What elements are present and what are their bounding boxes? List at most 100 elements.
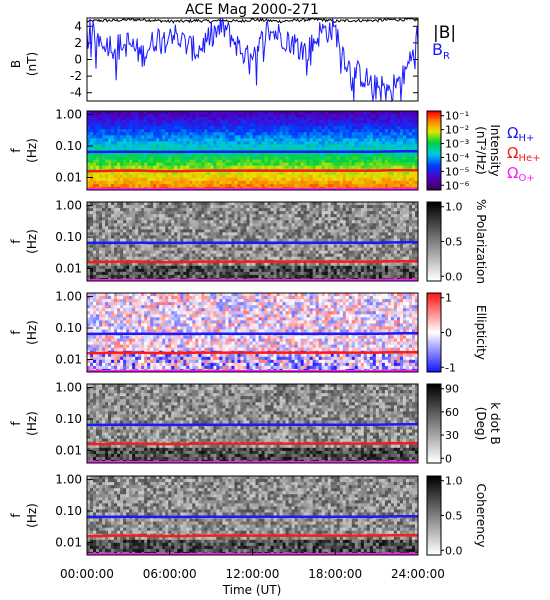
coherency-panel: 1.00 0.10 0.01 f (Hz) 1.0 0.5 0.0 Coherency — [9, 473, 488, 558]
coherency-cbar-tick-label: 0.5 — [445, 510, 463, 523]
kdotb-colorbar: 90 60 30 0 k dot B(Deg) — [426, 383, 502, 465]
kdotb-ytick-label: 0.10 — [55, 412, 82, 426]
ellipticity-panel: 1.00 0.10 0.01 f (Hz) 1 0 -1 Ellipticity — [9, 290, 488, 375]
field-ticks: 4 2 0 -2 -4 — [70, 19, 418, 100]
coherency-ylabel-2: (Hz) — [25, 503, 39, 528]
kdotb-cbar-tick-label: 0 — [445, 452, 452, 465]
intensity-ytick-label: 1.00 — [55, 108, 82, 122]
x-tick-label: 00:00:00 — [60, 567, 114, 581]
coherency-cbar-tick-label: 1.0 — [445, 475, 463, 488]
intensity-cbar-tick-label: 10⁻² — [445, 124, 469, 137]
intensity-ylabel-1: f — [9, 148, 23, 153]
polarization-ytick-label: 0.01 — [55, 261, 82, 275]
polarization-gyro-he-line — [87, 259, 418, 264]
kdotb-cbar-label-1: k dot B — [488, 402, 502, 444]
field-tick-label: -4 — [70, 86, 82, 100]
field-panel: B (nT) 4 2 0 -2 -4 |B| BR — [9, 17, 456, 103]
intensity-colorbar: 10⁻¹10⁻²10⁻³10⁻⁴10⁻⁵10⁻⁶ Intensity(nT²/Hz… — [426, 110, 502, 192]
polarization-cbar-tick-label: 1.0 — [445, 201, 463, 214]
polarization-cbar-tick-label: 0.0 — [445, 270, 463, 283]
intensity-gyro-he-line — [87, 168, 418, 173]
polarization-ylabel-2: (Hz) — [25, 229, 39, 254]
polarization-ytick-label: 1.00 — [55, 199, 82, 213]
field-tick-label: 4 — [74, 19, 82, 33]
field-ylabel-1: B — [9, 60, 23, 68]
ellipticity-cbar-tick-label: 1 — [445, 292, 452, 305]
kdotb-gyro-h-line — [87, 423, 418, 427]
legend-b-total: |B| — [433, 23, 456, 43]
spectrogram-panels: 1.000.100.01f (Hz)10⁻¹10⁻²10⁻³10⁻⁴10⁻⁵10⁻… — [9, 108, 502, 558]
intensity-panel: 1.00 0.10 0.01 f (Hz) 10⁻¹10⁻²10⁻³10⁻⁴10⁻⁵10⁻… — [9, 108, 502, 193]
field-tick-label: 0 — [74, 53, 82, 67]
polarization-ylabel-1: f — [9, 239, 23, 244]
field-ylabel-2: (nT) — [25, 52, 39, 76]
polarization-spectrogram — [87, 202, 419, 282]
ellipticity-cbar-tick-label: -1 — [445, 361, 456, 374]
ellipticity-gyro-he-line — [87, 350, 418, 355]
x-axis-label: Time (UT) — [222, 583, 282, 597]
coherency-spectrogram — [87, 476, 419, 556]
kdotb-cbar-tick-label: 60 — [445, 406, 459, 419]
kdotb-ytick-label: 1.00 — [55, 381, 82, 395]
ellipticity-ytick-label: 0.10 — [55, 321, 82, 335]
ellipticity-frame — [86, 292, 419, 373]
legend-gyro-o: ΩO+ — [507, 164, 535, 184]
kdotb-cbar-label-2: (Deg) — [474, 407, 488, 441]
intensity-frame — [86, 110, 419, 191]
legend-b-r: BR — [432, 40, 450, 62]
intensity-cbar-tick-label: 10⁻⁴ — [445, 151, 470, 164]
series-b-r-line — [86, 17, 419, 103]
polarization-cbar-label: % Polarization — [474, 199, 488, 284]
chart-title: ACE Mag 2000-271 — [185, 2, 319, 18]
intensity-ytick-label: 0.01 — [55, 170, 82, 184]
intensity-gyro-h-line — [87, 150, 418, 154]
x-tick-label: 12:00:00 — [226, 567, 280, 581]
ellipticity-ylabel-2: (Hz) — [25, 320, 39, 345]
coherency-colorbar: 1.0 0.5 0.0 Coherency — [426, 475, 488, 557]
intensity-cbar-tick-label: 10⁻⁵ — [445, 165, 469, 178]
kdotb-cbar-tick-label: 30 — [445, 429, 459, 442]
ellipticity-ytick-label: 0.01 — [55, 352, 82, 366]
x-tick-label: 24:00:00 — [391, 567, 445, 581]
intensity-cbar-tick-label: 10⁻⁶ — [445, 179, 470, 192]
kdotb-gyro-he-line — [87, 441, 418, 446]
coherency-gyro-he-line — [87, 533, 418, 538]
coherency-cbar-label: Coherency — [474, 483, 488, 547]
polarization-cbar-tick-label: 0.5 — [445, 236, 463, 249]
ellipticity-colorbar: 1 0 -1 Ellipticity — [426, 292, 488, 374]
intensity-cbar-tick-label: 10⁻³ — [445, 138, 469, 151]
coherency-gyro-h-line — [87, 515, 418, 519]
coherency-ytick-label: 0.01 — [55, 535, 82, 549]
legend-gyro-he: ΩHe+ — [507, 144, 541, 164]
intensity-spectrogram — [87, 111, 419, 191]
x-tick-label: 18:00:00 — [308, 567, 362, 581]
coherency-ytick-label: 0.10 — [55, 504, 82, 518]
series-b-total-line — [86, 17, 419, 24]
field-tick-label: -2 — [70, 69, 82, 83]
polarization-gyro-h-line — [87, 241, 418, 245]
field-tick-label: 2 — [74, 36, 82, 50]
coherency-ylabel-1: f — [9, 513, 23, 518]
kdotb-cbar-tick-label: 90 — [445, 383, 459, 396]
legend-gyro-h: ΩH+ — [507, 124, 534, 144]
polarization-frame — [86, 201, 419, 282]
coherency-ytick-label: 1.00 — [55, 473, 82, 487]
intensity-cbar-label-2: (nT²/Hz) — [474, 126, 488, 174]
intensity-ytick-label: 0.10 — [55, 139, 82, 153]
ellipticity-ylabel-1: f — [9, 330, 23, 335]
kdotb-ytick-label: 0.01 — [55, 443, 82, 457]
intensity-cbar-label-1: Intensity — [488, 124, 502, 176]
field-lines — [86, 17, 419, 103]
intensity-ylabel-2: (Hz) — [25, 138, 39, 163]
x-tick-label: 06:00:00 — [143, 567, 197, 581]
ellipticity-cbar-label: Ellipticity — [474, 305, 488, 360]
ellipticity-cbar-tick-label: 0 — [445, 327, 452, 340]
x-axis: 00:00:00 06:00:00 12:00:00 18:00:00 24:00:00 — [60, 549, 445, 581]
intensity-cbar-tick-label: 10⁻¹ — [445, 110, 469, 123]
coherency-cbar-tick-label: 0.0 — [445, 544, 463, 557]
polarization-panel: 1.00 0.10 0.01 f (Hz) 1.0 0.5 0.0 % Polarization — [9, 199, 488, 284]
field-frame — [86, 17, 419, 102]
kdotb-ylabel-1: f — [9, 421, 23, 426]
polarization-colorbar: 1.0 0.5 0.0 % Polarization — [426, 199, 488, 284]
